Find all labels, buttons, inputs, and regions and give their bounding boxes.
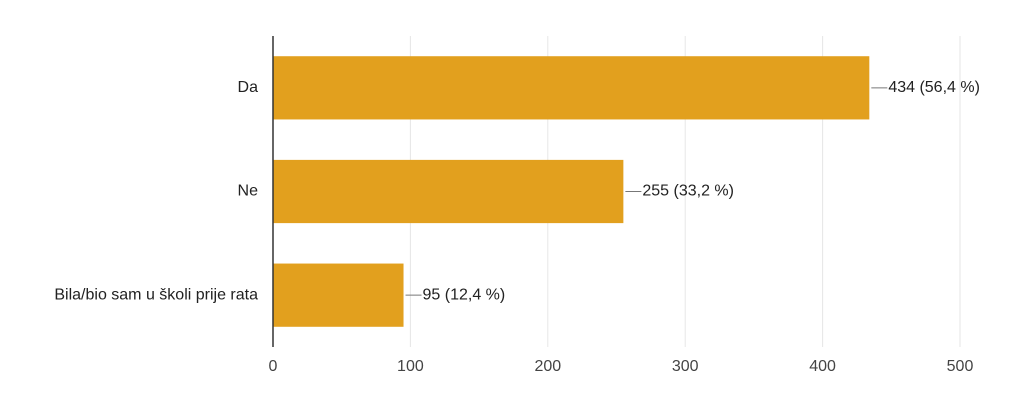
bar: [273, 263, 404, 327]
value-label: 434 (56,4 %): [888, 79, 980, 96]
value-label: 255 (33,2 %): [642, 183, 734, 200]
value-label: 95 (12,4 %): [423, 286, 506, 303]
y-tick-label: Ne: [238, 183, 259, 200]
x-tick-label: 0: [269, 358, 278, 375]
x-tick-label: 400: [809, 358, 836, 375]
bar: [273, 56, 870, 120]
x-tick-label: 100: [397, 358, 424, 375]
bar: [273, 159, 624, 224]
x-tick-label: 500: [947, 358, 974, 375]
y-tick-label: Da: [238, 79, 259, 96]
x-tick-label: 300: [672, 358, 699, 375]
x-tick-label: 200: [534, 358, 561, 375]
y-tick-label: Bila/bio sam u školi prije rata: [54, 286, 258, 303]
